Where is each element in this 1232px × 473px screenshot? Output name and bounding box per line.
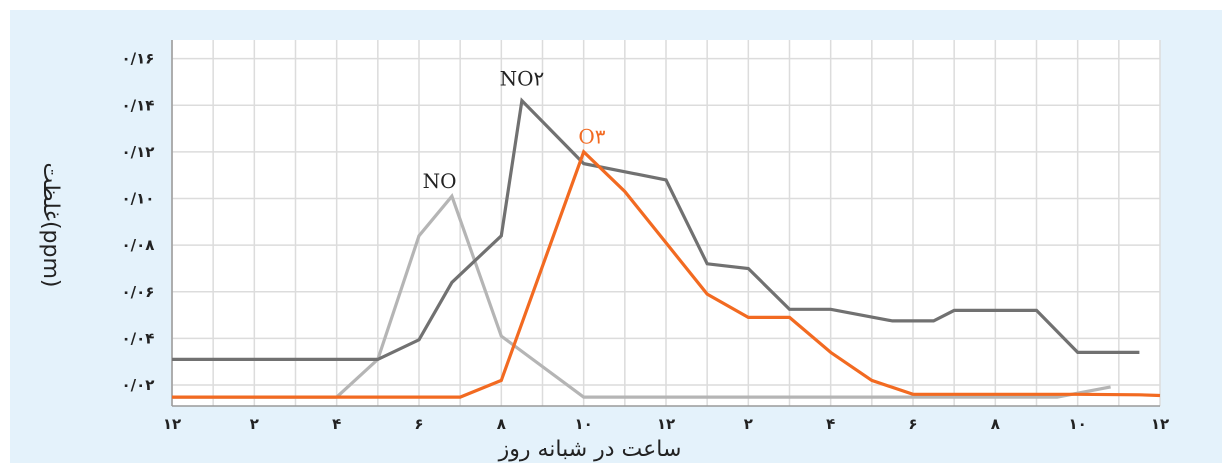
series-group (172, 97, 1161, 399)
x-tick-label: ۴ (332, 415, 341, 433)
y-axis-ticks: ۰/۰۲ ۰/۰۴ ۰/۰۶ ۰/۰۸ ۰/۱۰ ۰/۱۲ ۰/۱۴ ۰/۱۶ (122, 50, 155, 394)
x-tick-label: ۶ (908, 415, 917, 433)
label-o3: O۳ (578, 125, 605, 149)
y-tick-label: ۰/۰۲ (122, 376, 155, 394)
x-tick-label: ۸ (991, 415, 1000, 433)
label-no2: NO۲ (500, 66, 545, 90)
grid-lines (171, 40, 1161, 407)
y-tick-label: ۰/۰۶ (122, 283, 155, 301)
x-tick-label: ۱۰ (1069, 415, 1087, 433)
series-line-no (172, 193, 1111, 399)
x-axis-title: ساعت در شبانه روز (498, 437, 682, 462)
x-tick-label: ۴ (826, 415, 835, 433)
y-axis-title: غلظت(ppm) (38, 163, 63, 288)
x-tick-label: ۲ (744, 415, 753, 433)
series-line-o3 (172, 149, 1161, 399)
x-tick-label: ۲ (250, 415, 259, 433)
x-tick-label: ۱۰ (575, 415, 593, 433)
y-tick-label: ۰/۱۰ (122, 190, 155, 208)
x-axis-ticks: ۱۲ ۲ ۴ ۶ ۸ ۱۰ ۱۲ ۲ ۴ ۶ ۸ ۱۰ ۱۲ (163, 415, 1169, 433)
x-tick-label: ۸ (497, 415, 506, 433)
x-tick-label: ۱۲ (1151, 415, 1169, 433)
label-no: NO (423, 169, 457, 193)
y-tick-label: ۰/۱۲ (122, 143, 155, 161)
y-tick-label: ۰/۰۴ (122, 329, 155, 347)
series-labels: NO NO۲ O۳ (423, 66, 606, 193)
y-tick-label: ۰/۰۸ (122, 236, 155, 254)
series-line-no2 (172, 97, 1140, 361)
x-tick-label: ۱۲ (163, 415, 181, 433)
y-tick-label: ۰/۱۶ (122, 50, 155, 68)
x-tick-label: ۱۲ (657, 415, 675, 433)
y-tick-label: ۰/۱۴ (122, 96, 155, 114)
x-tick-label: ۶ (414, 415, 423, 433)
